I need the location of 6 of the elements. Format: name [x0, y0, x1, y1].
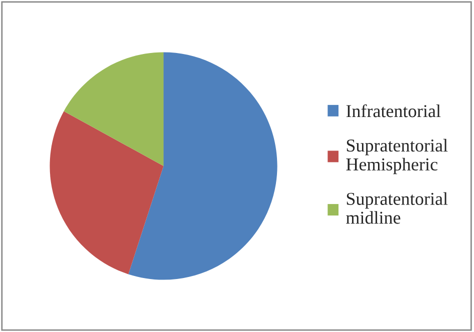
- legend-label: Infratentorial: [346, 104, 441, 118]
- legend-label: Supratentorial midline: [346, 192, 448, 224]
- pie-slice: [64, 52, 164, 166]
- pie-slice: [128, 52, 278, 280]
- legend-label: Supratentorial Hemispheric: [346, 138, 448, 174]
- pie-slice: [50, 111, 164, 274]
